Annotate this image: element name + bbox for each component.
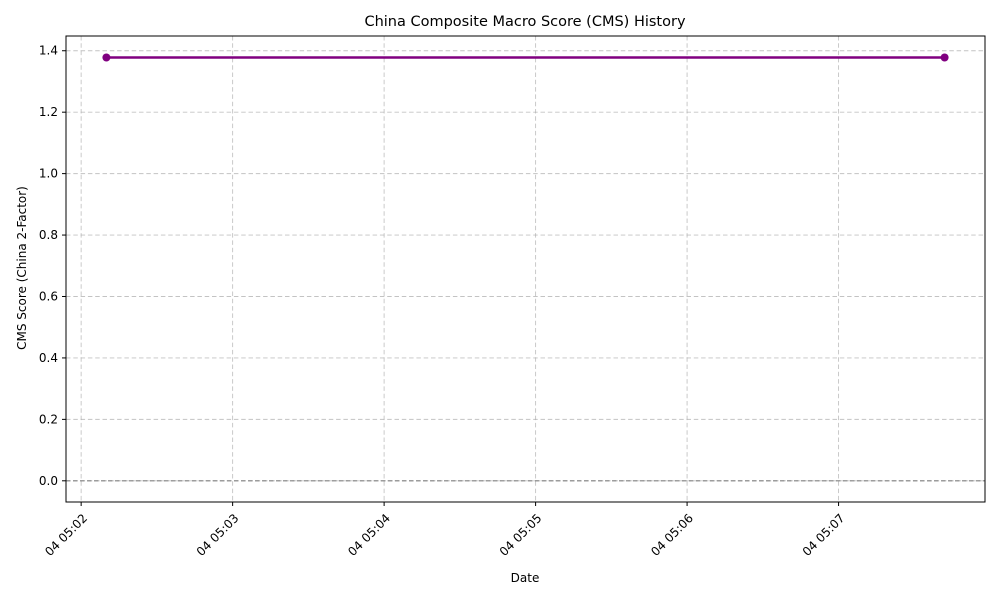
y-tick-label: 1.2 <box>39 105 58 119</box>
x-tick-label: 04 05:02 <box>42 511 90 559</box>
y-tick-label: 0.6 <box>39 289 58 303</box>
y-tick-label: 1.0 <box>39 167 58 181</box>
y-tick-label: 1.4 <box>39 44 58 58</box>
y-tick-label: 0.0 <box>39 474 58 488</box>
grid-layer <box>66 36 985 502</box>
y-tick-label: 0.4 <box>39 351 58 365</box>
y-tick-label: 0.8 <box>39 228 58 242</box>
data-point-marker <box>940 53 949 62</box>
x-tick-label: 04 05:05 <box>497 511 545 559</box>
series-layer <box>102 53 949 62</box>
x-tick-label: 04 05:03 <box>194 511 242 559</box>
ticks-layer: 04 05:02 04 05:03 04 05:04 04 05:05 04 05:06… <box>39 44 848 559</box>
y-axis-label: CMS Score (China 2-Factor) <box>15 186 29 350</box>
y-tick-label: 0.2 <box>39 412 58 426</box>
data-point-marker <box>102 53 111 62</box>
x-tick-label: 04 05:06 <box>648 511 696 559</box>
axes-frame <box>65 35 986 503</box>
chart-title: China Composite Macro Score (CMS) Histor… <box>364 14 686 30</box>
x-tick-label: 04 05:07 <box>800 511 848 559</box>
x-tick-label: 04 05:04 <box>345 511 393 559</box>
x-axis-label: Date <box>511 571 540 585</box>
